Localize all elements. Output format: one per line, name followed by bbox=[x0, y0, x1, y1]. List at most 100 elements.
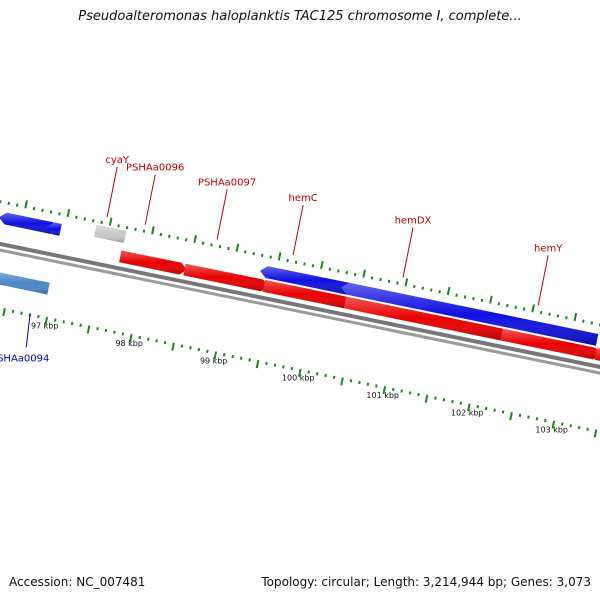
inner-tick bbox=[349, 379, 353, 383]
gene-shade bbox=[341, 282, 599, 346]
tick-layer bbox=[0, 200, 600, 438]
inner-tick bbox=[79, 323, 82, 327]
inner-tick bbox=[586, 427, 589, 431]
inner-tick bbox=[171, 342, 175, 351]
label-leader-line bbox=[537, 255, 549, 306]
outer-tick bbox=[438, 290, 441, 294]
inner-tick bbox=[138, 335, 142, 340]
outer-tick bbox=[362, 269, 366, 278]
outer-tick bbox=[32, 206, 36, 211]
outer-tick bbox=[218, 245, 222, 249]
outer-tick bbox=[429, 288, 433, 292]
accession-text: Accession: NC_007481 bbox=[9, 575, 146, 589]
inner-tick bbox=[248, 358, 251, 362]
outer-tick bbox=[142, 229, 146, 233]
inner-tick bbox=[484, 406, 488, 411]
outer-tick bbox=[75, 215, 78, 219]
outer-tick bbox=[277, 252, 282, 261]
gene-shade bbox=[0, 272, 50, 295]
map-title: Pseudoalteromonas haloplanktis TAC125 ch… bbox=[78, 9, 522, 24]
inner-tick bbox=[239, 356, 243, 360]
gene-label: hemC bbox=[288, 193, 317, 204]
outer-tick bbox=[446, 286, 451, 296]
scale-label: 100 kbp bbox=[282, 374, 315, 383]
outer-tick bbox=[455, 293, 458, 297]
gene-label: PSHAa0094 bbox=[0, 353, 49, 364]
outer-tick bbox=[235, 243, 240, 252]
outer-tick bbox=[286, 258, 289, 263]
inner-tick bbox=[129, 334, 133, 343]
inner-tick bbox=[417, 392, 420, 397]
inner-tick bbox=[53, 318, 57, 322]
outer-tick bbox=[184, 238, 188, 242]
inner-tick bbox=[231, 354, 234, 359]
gene-shade bbox=[343, 296, 509, 341]
inner-tick bbox=[501, 410, 505, 414]
inner-tick bbox=[290, 366, 294, 371]
outer-tick bbox=[345, 271, 349, 275]
outer-tick bbox=[210, 243, 213, 247]
outer-tick bbox=[201, 241, 205, 245]
outer-tick bbox=[573, 312, 578, 322]
inner-tick bbox=[11, 309, 15, 314]
label-leader-line bbox=[106, 166, 118, 217]
outer-tick bbox=[49, 210, 53, 214]
outer-tick bbox=[522, 307, 526, 311]
gene-label: hemY bbox=[534, 243, 563, 254]
inner-tick bbox=[434, 396, 437, 400]
outer-tick bbox=[548, 312, 551, 316]
outer-tick bbox=[337, 269, 340, 273]
outer-tick bbox=[379, 277, 382, 282]
outer-tick bbox=[463, 295, 467, 299]
outer-tick bbox=[41, 208, 44, 212]
outer-tick bbox=[7, 201, 11, 206]
outer-tick bbox=[582, 319, 585, 323]
inner-tick bbox=[535, 417, 539, 421]
inner-tick bbox=[206, 349, 209, 353]
outer-tick bbox=[294, 260, 298, 264]
inner-tick bbox=[282, 365, 285, 369]
outer-tick bbox=[413, 284, 416, 289]
label-leader-line bbox=[144, 174, 156, 225]
scale-label: 99 kbp bbox=[200, 356, 228, 365]
outer-tick bbox=[0, 200, 2, 204]
inner-tick bbox=[315, 372, 319, 376]
gene-shade bbox=[46, 222, 62, 236]
outer-tick bbox=[58, 212, 61, 216]
inner-tick bbox=[569, 424, 572, 428]
inner-tick bbox=[298, 368, 302, 377]
inner-tick bbox=[44, 316, 49, 325]
outer-tick bbox=[370, 276, 374, 280]
backbone-layer bbox=[0, 241, 600, 375]
inner-tick bbox=[358, 380, 361, 385]
inner-tick bbox=[391, 387, 395, 392]
outer-tick bbox=[193, 234, 197, 244]
inner-tick bbox=[476, 405, 480, 409]
inner-tick bbox=[382, 385, 387, 395]
outer-tick bbox=[311, 264, 315, 268]
inner-tick bbox=[324, 373, 327, 378]
outer-tick bbox=[480, 298, 484, 303]
label-leader-line bbox=[292, 204, 304, 256]
label-leader-line bbox=[402, 227, 414, 278]
inner-tick bbox=[104, 328, 108, 333]
gene-shade bbox=[119, 250, 187, 275]
inner-tick bbox=[265, 361, 268, 366]
label-layer: 97 kbp 98 kbp 99 kbp 100 kbp 101 kbp 102 kbp 1… bbox=[0, 155, 568, 435]
scale-label: 98 kbp bbox=[115, 339, 143, 348]
outer-tick bbox=[565, 316, 568, 320]
gene-shade bbox=[183, 263, 269, 292]
inner-tick bbox=[62, 320, 65, 324]
inner-tick bbox=[408, 391, 412, 395]
inner-tick bbox=[366, 382, 370, 386]
outer-tick bbox=[489, 295, 493, 304]
outer-tick bbox=[556, 314, 560, 318]
inner-tick bbox=[180, 344, 184, 348]
outer-tick bbox=[176, 236, 180, 240]
outer-tick bbox=[108, 217, 113, 226]
outer-tick bbox=[134, 227, 137, 232]
outer-tick bbox=[117, 224, 120, 228]
outer-tick bbox=[227, 246, 230, 251]
inner-tick bbox=[493, 408, 496, 412]
